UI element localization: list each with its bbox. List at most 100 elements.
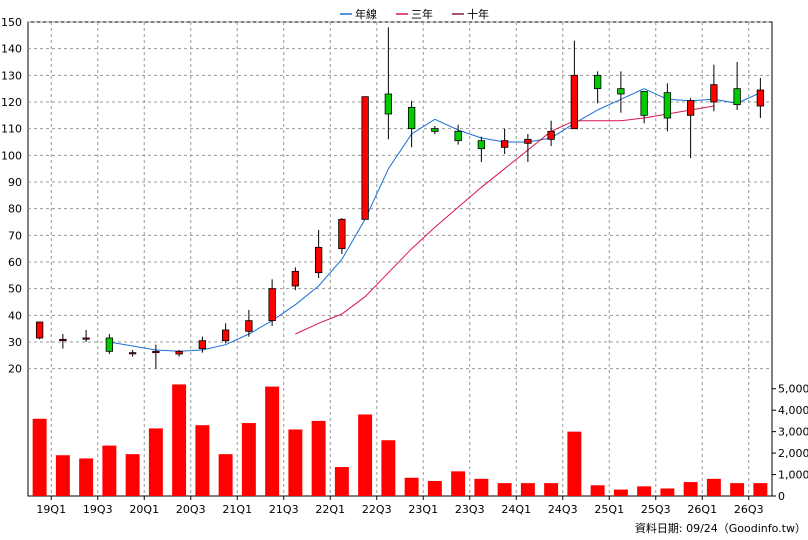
volume-bar [404, 477, 419, 496]
volume-tick-label: 3,000 [778, 426, 808, 439]
candle-body [710, 84, 718, 103]
volume-tick-label: 4,000 [778, 404, 808, 417]
candle-body [570, 74, 579, 130]
volume-y-axis: 0 1,000 2,000 3,000 4,000 5,000 [772, 383, 808, 503]
candle-body [407, 106, 416, 130]
volume-bar [265, 386, 280, 496]
volume-bars [32, 384, 768, 496]
price-tick-label: 100 [1, 149, 22, 162]
x-tick-label: 25Q1 [594, 503, 624, 516]
candle-body [733, 88, 741, 106]
candle-body [105, 337, 114, 352]
x-tick-label: 24Q3 [548, 503, 578, 516]
candlesticks [35, 27, 765, 369]
candle-body [384, 93, 393, 115]
volume-bar [79, 458, 94, 496]
price-tick-label: 60 [8, 256, 22, 269]
x-tick-label: 20Q1 [129, 503, 159, 516]
volume-bar [497, 483, 512, 496]
x-tick-label: 21Q1 [222, 503, 252, 516]
legend: 年線 三年 十年 [340, 7, 489, 21]
candle-body [361, 96, 369, 220]
candle-body [663, 92, 672, 119]
volume-bar [241, 423, 256, 496]
price-tick-label: 150 [1, 16, 22, 29]
plot-frame [27, 21, 773, 497]
candle-body [175, 350, 183, 355]
volume-bar [172, 384, 187, 496]
source-note: 資料日期: 09/24（Goodinfo.tw） [635, 521, 806, 535]
volume-bar [567, 431, 582, 496]
candle-body [640, 90, 648, 116]
x-axis: 19Q1 19Q3 20Q1 20Q3 21Q1 21Q3 22Q1 22Q3 23Q1 23Q3… [36, 496, 764, 516]
volume-bar [427, 480, 442, 496]
volume-bar [730, 483, 745, 496]
price-tick-label: 70 [8, 229, 22, 242]
candle-body [314, 246, 323, 274]
volume-bar [195, 425, 210, 496]
volume-bar [520, 483, 535, 496]
series-line [109, 88, 761, 352]
candle-body [152, 350, 160, 354]
legend-label: 十年 [467, 7, 489, 21]
volume-bar [683, 482, 698, 496]
volume-bar [706, 478, 721, 496]
volume-bar [753, 483, 768, 496]
price-tick-label: 120 [1, 96, 22, 109]
price-y-axis: 20 30 40 50 60 70 80 90 100 110 120 130 140 150 [1, 16, 22, 376]
candle-body [454, 130, 462, 142]
volume-bar [102, 445, 117, 496]
candle-body [593, 74, 602, 90]
candle-body [524, 138, 532, 144]
x-tick-label: 26Q3 [734, 503, 764, 516]
volume-bar [613, 489, 628, 496]
volume-bar [660, 488, 675, 496]
volume-tick-label: 0 [778, 490, 785, 503]
candle-body [500, 140, 509, 148]
candle-body [477, 140, 486, 150]
candle-body [221, 329, 230, 342]
volume-tick-label: 2,000 [778, 447, 808, 460]
candle-body [268, 288, 276, 322]
volume-bar [55, 455, 70, 496]
x-tick-label: 19Q3 [83, 503, 113, 516]
volume-bar [474, 478, 489, 496]
volume-bar [148, 428, 163, 496]
candle-body [128, 352, 137, 355]
volume-tick-label: 1,000 [778, 469, 808, 482]
legend-label: 三年 [411, 7, 433, 21]
candle-body [59, 338, 67, 342]
price-tick-label: 40 [8, 309, 22, 322]
candle-body [35, 321, 44, 339]
volume-bar [218, 454, 233, 496]
volume-bar [358, 414, 373, 496]
price-tick-label: 130 [1, 69, 22, 82]
volume-bar [590, 485, 605, 496]
candle-body [198, 340, 207, 350]
x-tick-label: 26Q1 [687, 503, 717, 516]
price-grid [27, 21, 773, 497]
x-tick-label: 23Q1 [408, 503, 438, 516]
volume-bar [125, 454, 140, 496]
x-tick-label: 22Q3 [362, 503, 392, 516]
x-tick-label: 25Q3 [641, 503, 671, 516]
x-tick-label: 23Q3 [455, 503, 485, 516]
volume-bar [334, 467, 349, 496]
candle-body [431, 128, 439, 132]
price-tick-label: 140 [1, 43, 22, 56]
candle-body [338, 218, 346, 250]
candle-body [82, 337, 90, 340]
legend-label: 年線 [355, 7, 377, 21]
price-tick-label: 20 [8, 363, 22, 376]
volume-bar [381, 440, 396, 496]
x-tick-label: 19Q1 [36, 503, 66, 516]
volume-bar [544, 483, 559, 496]
price-tick-label: 30 [8, 336, 22, 349]
volume-bar [32, 418, 47, 496]
price-tick-label: 80 [8, 203, 22, 216]
x-tick-label: 20Q3 [176, 503, 206, 516]
price-tick-label: 110 [1, 123, 22, 136]
candle-body [756, 89, 765, 107]
candle-body [245, 320, 253, 332]
